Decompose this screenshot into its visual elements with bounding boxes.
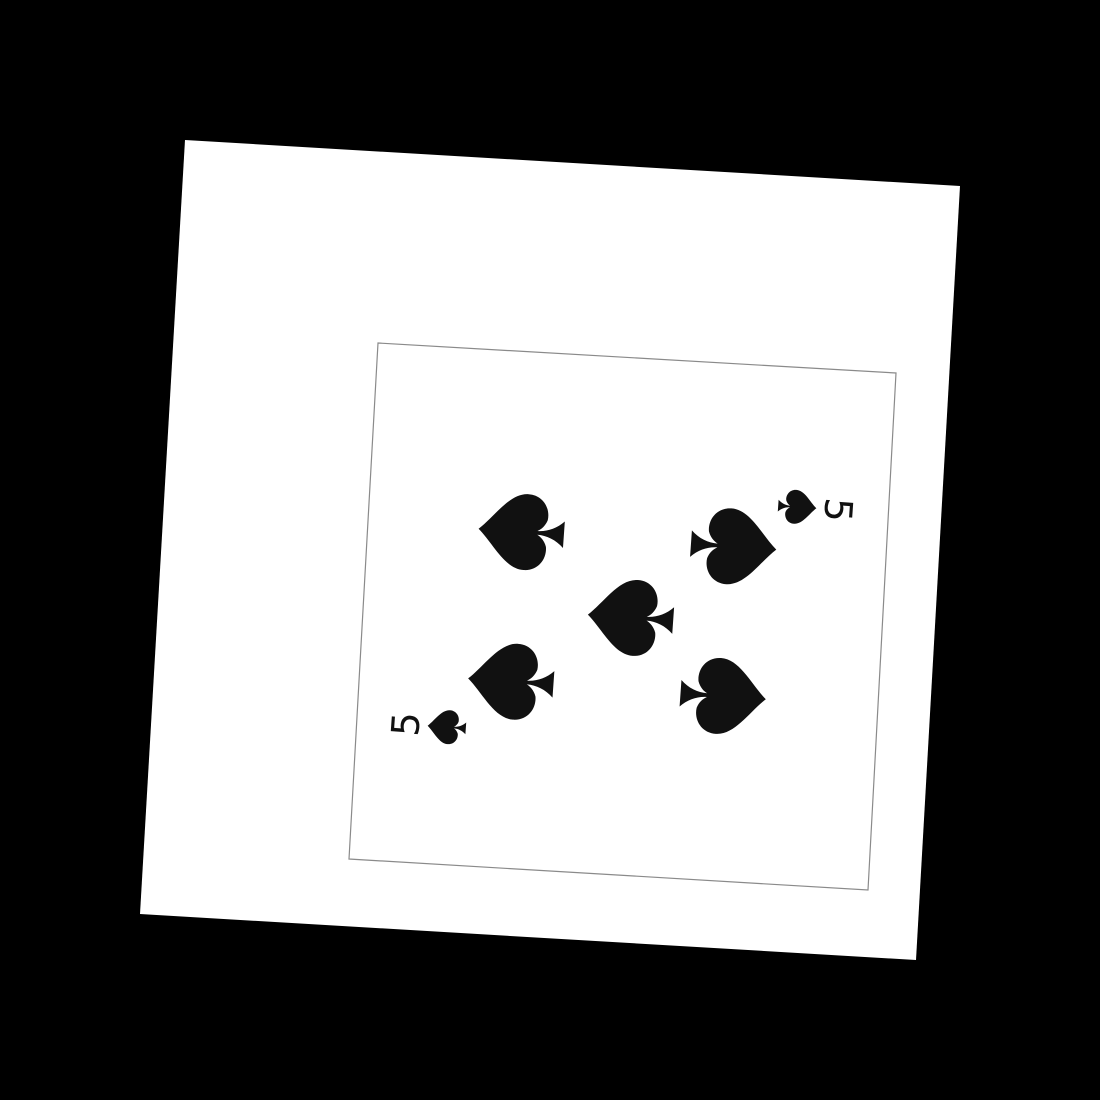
inner-frame bbox=[348, 342, 897, 891]
index-bottom: 5 bbox=[777, 488, 861, 526]
index-top: 5 bbox=[383, 708, 467, 746]
playing-card: 5 5 bbox=[383, 488, 861, 746]
card-rank: 5 bbox=[815, 496, 861, 523]
white-sheet bbox=[140, 140, 960, 960]
card-rank: 5 bbox=[383, 711, 429, 738]
